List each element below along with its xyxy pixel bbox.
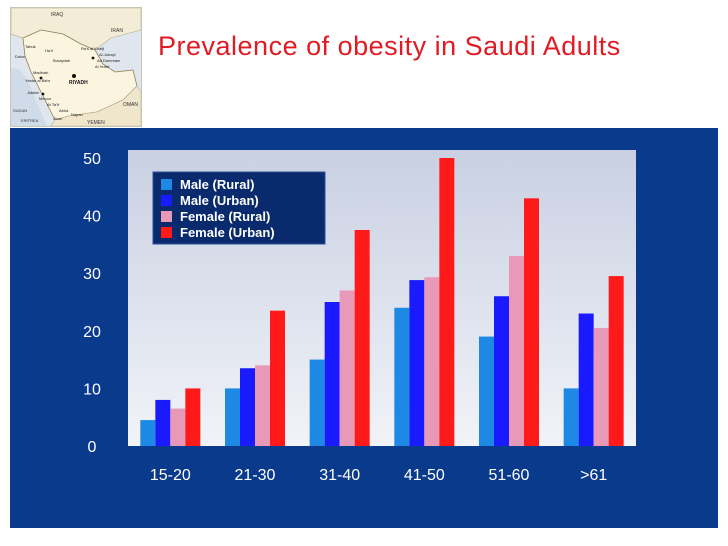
legend-label: Male (Urban) [180, 193, 259, 208]
bar-female-urban-4 [439, 158, 455, 446]
map-label-duba: Duba [15, 54, 25, 59]
y-axis-ticks: 0 10 20 30 40 50 [83, 151, 101, 456]
map-label-riyadh: RIYADH [69, 80, 88, 86]
map-label-sudan: SUDAN [13, 108, 27, 113]
bar-male-urban-4 [409, 280, 425, 446]
map-label-buraydah: Buraydah [53, 58, 70, 63]
map-label-yemen: YEMEN [87, 120, 105, 126]
map-label-jizan: Jizan [53, 116, 62, 121]
bar-group [140, 158, 624, 446]
dammam-marker [91, 56, 95, 60]
x-tick-label: 41-50 [404, 467, 445, 484]
map-label-abha: Abha [59, 108, 69, 113]
bar-male-rural-1 [140, 420, 156, 446]
map-label-ras-al-khafji: Ra's al Khafji [81, 46, 104, 51]
legend-swatch [161, 179, 172, 190]
chart-panel: 0 10 20 30 40 50 15-20 21-30 31-40 41-50 51-60 >61… [10, 128, 718, 528]
bar-male-rural-5 [479, 336, 494, 446]
legend-swatch [161, 195, 172, 206]
map-label-iraq: IRAQ [51, 12, 63, 18]
bar-female-rural-6 [593, 327, 609, 446]
bar-female-urban-6 [608, 276, 624, 446]
bar-male-urban-1 [155, 399, 171, 446]
map-label-eritrea: ERITREA [21, 118, 39, 123]
map-label-najran: Najran [71, 112, 83, 117]
x-tick-label: 15-20 [150, 467, 191, 484]
chart-legend: Male (Rural)Male (Urban)Female (Rural)Fe… [152, 171, 326, 245]
bar-female-urban-1 [185, 388, 201, 446]
bar-female-urban-2 [270, 310, 285, 446]
bar-female-rural-2 [255, 365, 270, 446]
map-label-ad-dammam: Ad Dammam [97, 58, 121, 63]
x-axis-labels: 15-20 21-30 31-40 41-50 51-60 >61 [150, 467, 607, 484]
x-tick-label: 51-60 [489, 467, 530, 484]
red-sea [11, 68, 47, 126]
bar-male-urban-2 [240, 368, 255, 446]
obesity-bar-chart: 0 10 20 30 40 50 15-20 21-30 31-40 41-50 51-60 >61… [83, 150, 636, 484]
map-label-mecca: Mecca [39, 96, 52, 101]
legend-label: Female (Rural) [180, 209, 270, 224]
bar-male-rural-6 [563, 388, 579, 446]
y-tick-label: 30 [83, 266, 101, 283]
map-label-hail: Ha'il [45, 48, 53, 53]
y-tick-label: 50 [83, 151, 101, 168]
y-tick-label: 10 [83, 381, 101, 398]
madinah-marker [39, 76, 43, 80]
map-label-tabuk: Tabuk [25, 44, 36, 49]
map-label-yanbu: Yanbu al Bahr [25, 78, 51, 83]
legend-box [152, 171, 326, 245]
y-tick-label: 40 [83, 209, 101, 226]
legend-swatch [161, 211, 172, 222]
southern-neighbours [50, 85, 141, 126]
saudi-arabia-map-icon: IRAQ IRAN Tabuk Ha'il Duba Ra's al Khafj… [10, 7, 142, 127]
bar-male-urban-5 [494, 296, 509, 446]
map-label-oman: OMAN [123, 102, 138, 108]
map-label-madinah: Madinah [33, 70, 48, 75]
map-label-iran: IRAN [111, 28, 123, 34]
bar-male-rural-3 [309, 359, 325, 446]
x-tick-label: 21-30 [235, 467, 276, 484]
slide-title: Prevalence of obesity in Saudi Adults [158, 31, 621, 61]
bar-female-rural-1 [170, 408, 186, 446]
bar-male-rural-4 [394, 307, 410, 446]
map-label-al-jubayl: Al-Jubayl [99, 52, 116, 57]
legend-swatch [161, 227, 172, 238]
bar-female-rural-4 [424, 277, 440, 446]
map-label-jeddah: Jiddah [27, 90, 39, 95]
bar-female-urban-3 [354, 230, 370, 446]
bar-female-rural-5 [509, 255, 524, 446]
legend-label: Male (Rural) [180, 177, 254, 192]
bar-male-urban-6 [578, 313, 594, 446]
bar-male-rural-2 [225, 388, 240, 446]
legend-label: Female (Urban) [180, 225, 275, 240]
map-label-at-taif: At Ta'if [47, 102, 60, 107]
x-tick-label: 31-40 [319, 467, 360, 484]
y-tick-label: 20 [83, 324, 101, 341]
bar-male-urban-3 [324, 302, 340, 446]
y-tick-label: 0 [88, 439, 97, 456]
bar-female-urban-5 [524, 198, 539, 446]
map-label-al-hufuf: Al Hufuf [95, 64, 110, 69]
bar-female-rural-3 [339, 290, 355, 446]
mecca-marker [41, 92, 45, 96]
riyadh-marker [72, 74, 76, 78]
map-drawing: IRAQ IRAN Tabuk Ha'il Duba Ra's al Khafj… [11, 8, 141, 126]
x-tick-label: >61 [580, 467, 607, 484]
